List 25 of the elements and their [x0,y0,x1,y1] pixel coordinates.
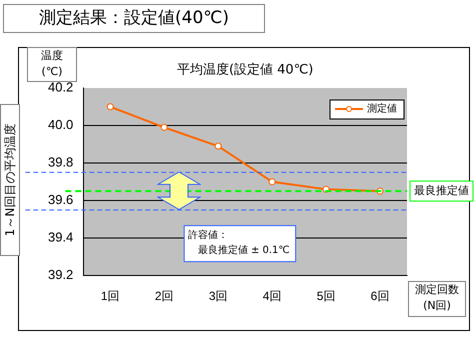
point [160,124,168,131]
y-tick-label: 39.2 [48,267,74,282]
annotation: 許容値： [188,229,228,242]
ref-line-label: 最良推定値 [414,184,469,198]
x-tick-label: 3回 [208,289,228,304]
x-tick-label: 5回 [316,289,336,304]
legend-label: 測定値 [367,102,397,115]
y-axis-title: 1～N回目の平均温度 [0,104,20,256]
point [268,178,276,186]
x-tick-label: 2回 [154,289,174,304]
x-tick-label: 4回 [262,289,282,304]
y-tick-label: 39.4 [48,230,74,245]
y-tick-label: 40.0 [48,117,74,132]
annotation: 最良推定値 ± 0.1℃ [188,244,290,256]
point [214,142,222,150]
chart-subtitle: 平均温度(設定値 40℃) [176,61,314,78]
x-axis-title: 測定回数 (N回) [408,281,466,317]
y-tick-label: 39.8 [48,154,74,170]
x-tick-label: 6回 [370,289,390,304]
y-tick-label: 39.6 [48,192,74,208]
chart-title: 測定結果：設定値(40℃) [3,4,265,33]
y-tick-label: 40.2 [48,80,74,95]
point [106,103,114,110]
x-tick-label: 1回 [100,289,120,304]
text: 温度 (℃) [41,49,63,78]
